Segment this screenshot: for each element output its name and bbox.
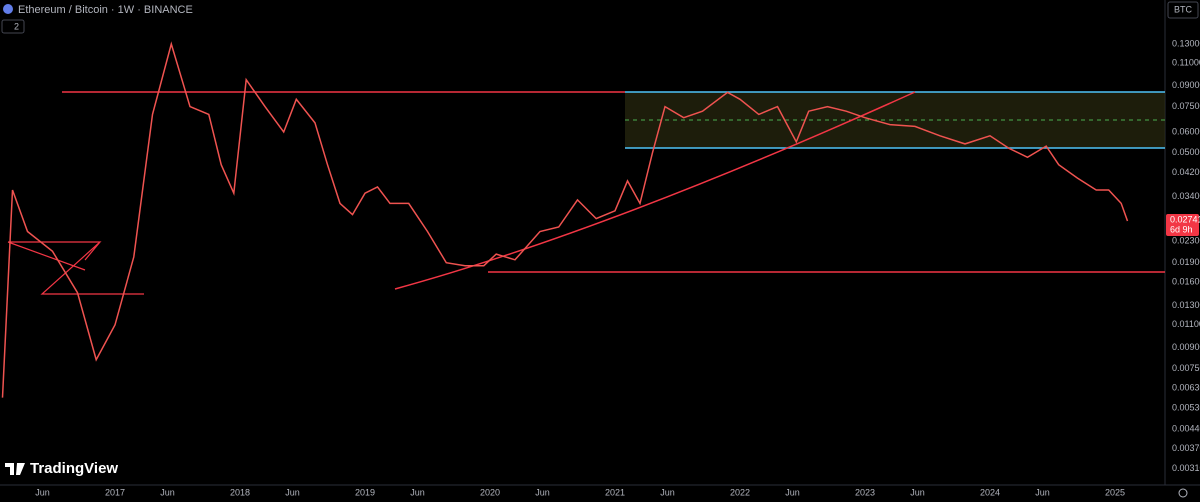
x-tick-label: 2024 (980, 487, 1000, 497)
x-tick-label: Jun (535, 487, 550, 497)
x-tick-label: 2017 (105, 487, 125, 497)
y-tick-label: 0.00310 (1172, 463, 1200, 473)
x-tick-label: Jun (35, 487, 50, 497)
x-tick-label: 2020 (480, 487, 500, 497)
price-line (1, 41, 1129, 398)
x-tick-label: 2022 (730, 487, 750, 497)
last-price-box (1166, 214, 1199, 237)
x-tick-label: Jun (285, 487, 300, 497)
plot (1, 41, 1129, 398)
x-tick-label: Jun (910, 487, 925, 497)
x-tick-label: Jun (160, 487, 175, 497)
symbol-title[interactable]: Ethereum / Bitcoin · 1W · BINANCE (18, 4, 193, 16)
x-tick-label: 2021 (605, 487, 625, 497)
indicator-toggle[interactable] (1, 19, 25, 34)
x-tick-label: Jun (1035, 487, 1050, 497)
trend-line (394, 91, 916, 290)
indicator-count[interactable]: 2 (14, 21, 19, 31)
last-price-label: 0.02741 (1170, 214, 1200, 224)
x-tick-label: 2023 (855, 487, 875, 497)
currency-box[interactable] (1167, 1, 1199, 19)
x-tick-label: 2019 (355, 487, 375, 497)
x-tick-label: Jun (660, 487, 675, 497)
symbol-icon (3, 4, 13, 14)
brand: TradingView (30, 460, 118, 477)
x-tick-label: 2025 (1105, 487, 1125, 497)
x-tick-label: 2018 (230, 487, 250, 497)
x-tick-label: Jun (410, 487, 425, 497)
brand-logo (5, 463, 25, 475)
triangle-pattern (7, 241, 144, 295)
settings-icon[interactable] (1178, 488, 1188, 498)
currency[interactable]: BTC (1174, 4, 1193, 14)
countdown: 6d 9h (1170, 224, 1193, 234)
x-tick-label: Jun (785, 487, 800, 497)
